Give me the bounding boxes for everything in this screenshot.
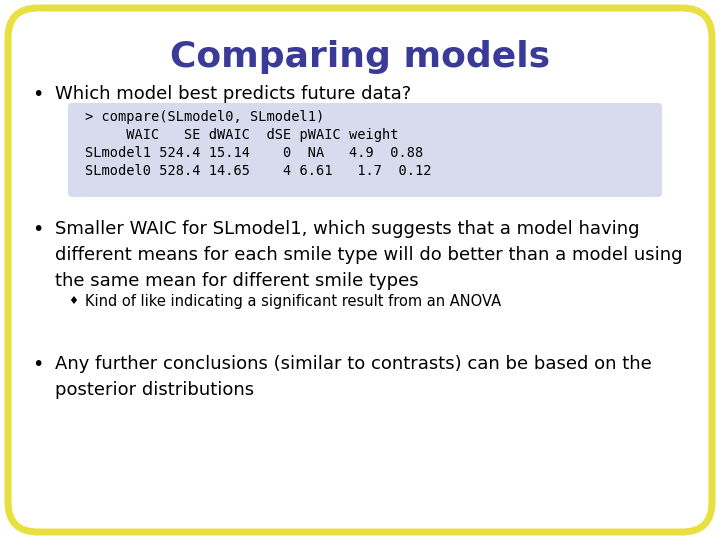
- Text: the same mean for different smile types: the same mean for different smile types: [55, 272, 418, 290]
- Text: different means for each smile type will do better than a model using: different means for each smile type will…: [55, 246, 683, 264]
- Text: WAIC   SE dWAIC  dSE pWAIC weight: WAIC SE dWAIC dSE pWAIC weight: [85, 128, 398, 142]
- Text: •: •: [32, 355, 44, 374]
- Text: Any further conclusions (similar to contrasts) can be based on the: Any further conclusions (similar to cont…: [55, 355, 652, 373]
- Text: SLmodel1 524.4 15.14    0  NA   4.9  0.88: SLmodel1 524.4 15.14 0 NA 4.9 0.88: [85, 146, 423, 160]
- Text: Comparing models: Comparing models: [170, 40, 550, 74]
- Text: Kind of like indicating a significant result from an ANOVA: Kind of like indicating a significant re…: [85, 294, 501, 309]
- Text: Smaller WAIC for SLmodel1, which suggests that a model having: Smaller WAIC for SLmodel1, which suggest…: [55, 220, 639, 238]
- FancyBboxPatch shape: [68, 103, 662, 197]
- Text: Which model best predicts future data?: Which model best predicts future data?: [55, 85, 411, 103]
- FancyBboxPatch shape: [8, 8, 712, 532]
- Text: > compare(SLmodel0, SLmodel1): > compare(SLmodel0, SLmodel1): [85, 110, 324, 124]
- Text: posterior distributions: posterior distributions: [55, 381, 254, 399]
- Text: •: •: [32, 220, 44, 239]
- Text: ♦: ♦: [68, 296, 78, 306]
- Text: SLmodel0 528.4 14.65    4 6.61   1.7  0.12: SLmodel0 528.4 14.65 4 6.61 1.7 0.12: [85, 164, 431, 178]
- Text: •: •: [32, 85, 44, 104]
